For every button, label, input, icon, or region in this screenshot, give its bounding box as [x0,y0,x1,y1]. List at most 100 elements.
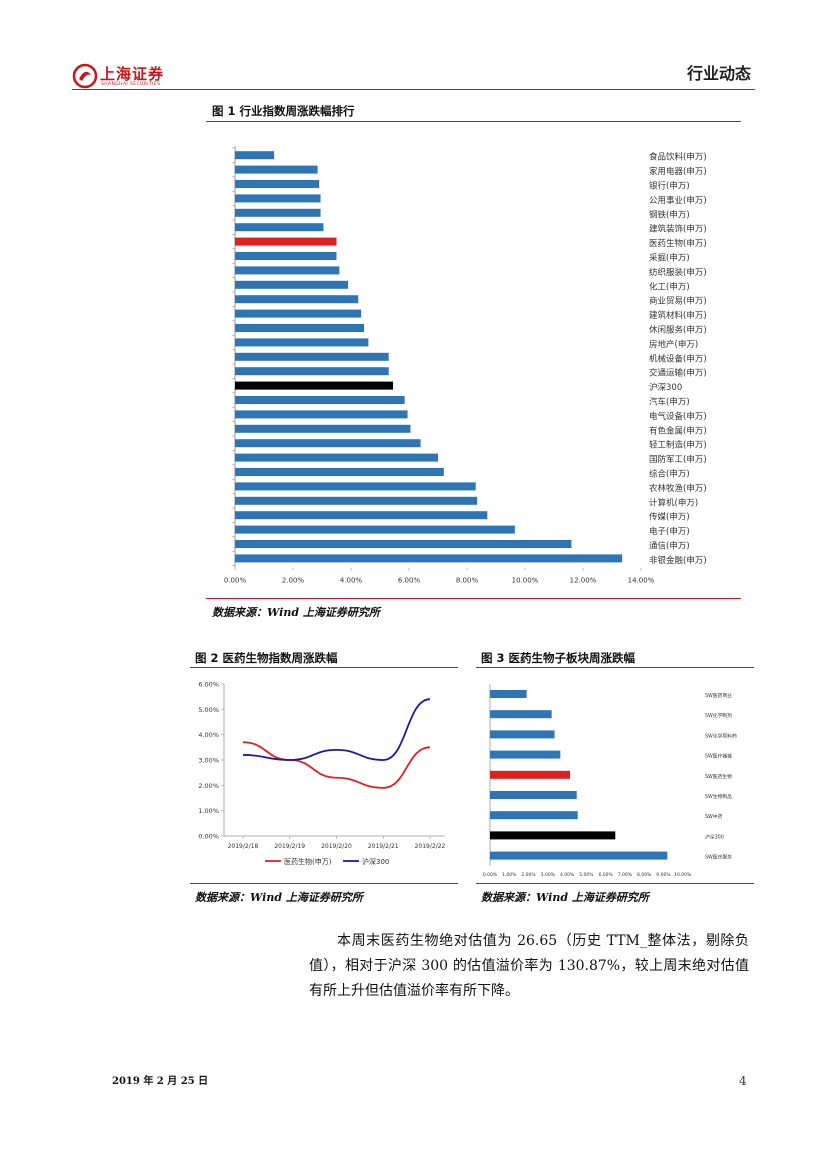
fig3-x-tick-label: 4.00% [560,872,575,876]
fig3-category-label: SW医疗器械 [705,753,732,760]
figure2-source: 数据来源：Wind 上海证券研究所 [195,891,363,904]
fig2-y-tick-label: 2.00% [198,782,219,790]
fig2-legend-label: 沪深300 [362,857,389,866]
logo-subtext: SHANGHAI SECURITIES [101,82,161,87]
fig1-x-tick-label: 12.00% [570,577,597,585]
figure3-source: 数据来源：Wind 上海证券研究所 [481,891,649,904]
figure3-top-rule [476,667,754,668]
fig1-bar [235,439,421,448]
fig3-x-tick-label: 9.00% [656,872,671,876]
section-title: 行业动态 [686,64,751,83]
company-logo: 上海证券 SHANGHAI SECURITIES [72,60,167,92]
fig1-x-tick-label: 14.00% [628,577,655,585]
fig1-category-label: 建筑材料(申万) [649,310,707,321]
fig1-category-label: 有色金属(申万) [649,425,707,436]
body-paragraph: 本周末医药生物绝对估值为 26.65（历史 TTM_整体法，剔除负值），相对于沪… [309,933,749,999]
header-divider [72,89,755,90]
fig1-bar [235,554,623,563]
fig3-bar [490,750,561,759]
footer-date: 2019 年 2 月 25 日 [112,1076,209,1087]
logo-emblem-icon [72,63,98,89]
figure2-bottom-rule [190,883,458,884]
fig3-category-label: SW化学制剂 [705,712,732,719]
fig1-category-label: 国防军工(申万) [649,454,707,465]
fig2-x-tick-label: 2019/2/20 [321,843,352,850]
fig3-category-label: 沪深300 [705,833,724,840]
fig1-category-label: 通信(申万) [649,541,690,552]
logo-text: 上海证券 [100,65,165,83]
figure3-chart: SW医药商业 SW化学制剂 SW化学原料药 SW医疗器械 SW医药生物 SW生物制品 SW中… [483,684,737,876]
fig2-y-tick-label: 3.00% [198,757,219,765]
fig1-x-tick-label: 4.00% [340,577,363,585]
fig3-bar [490,770,570,779]
fig1-category-label: 钢铁(申万) [649,209,690,220]
fig1-bar [235,482,476,491]
fig2-x-tick-label: 2019/2/21 [368,843,399,850]
fig1-category-label: 医药生物(申万) [649,238,707,249]
fig3-bar [490,811,578,820]
fig1-bar [235,266,340,275]
fig2-series-line [242,698,431,761]
fig3-x-tick-label: 2.00% [521,872,536,876]
fig1-category-label: 纺织服装(申万) [649,267,707,278]
fig1-bar [235,237,337,246]
fig1-bar [235,367,389,376]
figure1-title: 图 1 行业指数周涨跌幅排行 [212,104,355,118]
fig1-bar [235,194,321,203]
fig1-category-label: 轻工制造(申万) [649,440,707,451]
fig1-category-label: 银行(申万) [649,181,690,192]
fig2-series-line [242,741,431,789]
fig3-category-label: SW医疗服务 [705,854,732,861]
figure1-top-rule [206,121,741,122]
fig3-bar [490,730,555,739]
fig1-category-label: 电子(申万) [649,526,690,537]
figure2-title: 图 2 医药生物指数周涨跌幅 [195,651,338,665]
fig3-x-tick-label: 1.00% [502,872,517,876]
fig1-category-label: 公用事业(申万) [649,195,707,206]
fig3-x-tick-label: 0.00% [483,872,498,876]
fig1-x-tick-label: 10.00% [512,577,539,585]
figure2-chart: 0.00% 1.00% 2.00% 3.00% 4.00% 5.00% 6.00% 2019/… [198,681,445,867]
fig1-bar [235,410,408,419]
fig1-category-label: 农林牧渔(申万) [649,483,707,494]
fig1-bar [235,396,405,404]
fig1-category-label: 化工(申万) [649,281,690,292]
fig2-y-tick-label: 1.00% [198,807,219,815]
fig1-category-label: 传媒(申万) [649,512,690,523]
fig1-category-label: 休闲服务(申万) [649,325,707,336]
fig1-bar [235,324,365,332]
fig1-category-label: 采掘(申万) [649,253,690,264]
fig1-bar [235,540,572,548]
fig1-category-label: 非银金融(申万) [649,555,707,566]
fig3-category-label: SW生物制品 [705,793,732,800]
figure1-chart: 食品饮料(申万) 家用电器(申万) 银行(申万) 公用事业(申万) 钢铁(申万) 建筑装饰… [224,146,707,585]
figure1-source: 数据来源：Wind 上海证券研究所 [212,606,380,619]
fig1-x-tick-label: 8.00% [456,577,479,585]
fig3-bar [490,851,668,860]
fig3-bar [490,831,616,840]
fig1-category-label: 家用电器(申万) [649,166,707,177]
fig2-y-tick-label: 5.00% [198,706,219,714]
fig1-bar [235,151,275,160]
fig1-bar [235,223,324,232]
fig1-bar [235,295,359,304]
fig1-category-label: 计算机(申万) [649,497,698,508]
fig3-x-tick-label: 10.00% [674,872,692,876]
fig3-bar [490,710,552,719]
fig1-bar [235,252,337,260]
figure3-bottom-rule [476,883,754,884]
fig1-category-label: 综合(申万) [649,469,690,480]
fig1-x-tick-label: 6.00% [398,577,421,585]
fig1-bar [235,381,394,390]
fig3-bar [490,791,577,799]
fig1-bar [235,180,320,188]
fig3-x-tick-label: 5.00% [579,872,594,876]
fig1-bar [235,511,488,520]
fig3-category-label: SW化学原料药 [705,732,737,739]
fig1-category-label: 电气设备(申万) [649,411,707,422]
fig3-x-tick-label: 8.00% [637,872,652,876]
fig1-category-label: 商业贸易(申万) [649,296,707,307]
fig1-category-label: 交通运输(申万) [649,368,707,379]
fig1-x-tick-label: 0.00% [224,577,247,585]
fig2-y-tick-label: 4.00% [198,731,219,739]
